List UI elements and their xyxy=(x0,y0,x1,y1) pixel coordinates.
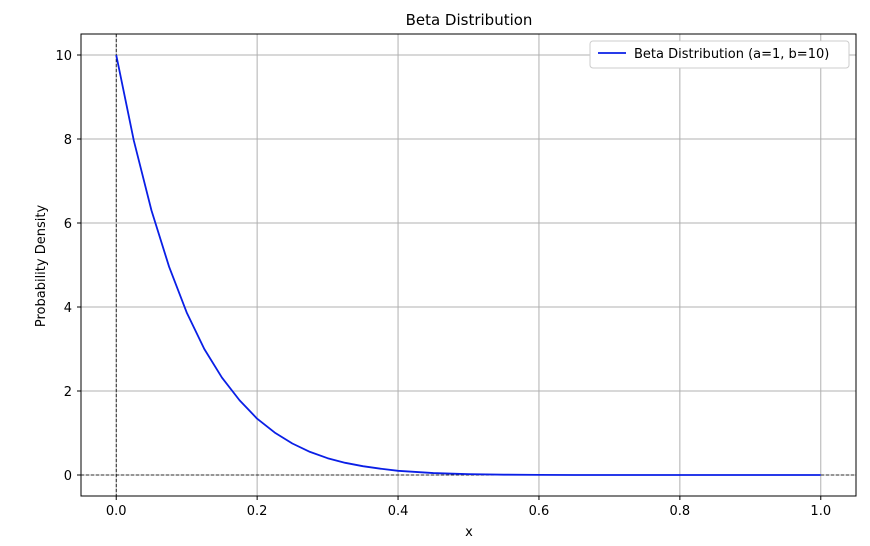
x-tick-label: 0.6 xyxy=(529,504,550,519)
y-tick-label: 8 xyxy=(64,133,72,148)
x-tick-label: 0.4 xyxy=(388,504,409,519)
x-tick-label: 0.8 xyxy=(670,504,691,519)
y-tick-label: 10 xyxy=(55,49,72,64)
grid-layer xyxy=(81,34,856,496)
legend: Beta Distribution (a=1, b=10) xyxy=(589,40,850,69)
legend-label: Beta Distribution (a=1, b=10) xyxy=(634,47,829,62)
x-tick-label: 0.2 xyxy=(247,504,268,519)
x-axis-label: x xyxy=(465,525,473,540)
legend-box xyxy=(589,40,850,69)
plot-frame xyxy=(80,33,857,497)
x-tick-label: 0.0 xyxy=(106,504,127,519)
x-tick-label: 1.0 xyxy=(810,504,831,519)
series-line xyxy=(115,54,821,476)
y-tick-label: 4 xyxy=(64,301,72,316)
y-tick-label: 6 xyxy=(64,217,72,232)
y-tick-label: 2 xyxy=(64,385,72,400)
series-layer xyxy=(115,54,821,476)
y-axis-label: Probability Density xyxy=(34,205,49,328)
y-tick-label: 0 xyxy=(64,469,72,484)
tick-layer: 0.0 0.2 0.4 0.6 0.8 1.0 0 2 4 6 8 10 xyxy=(55,49,831,519)
chart-title: Beta Distribution xyxy=(406,11,533,29)
